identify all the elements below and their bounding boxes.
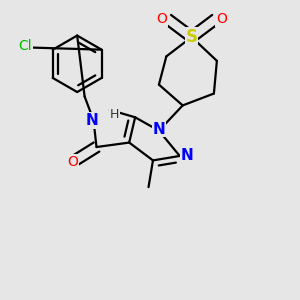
Text: Cl: Cl: [18, 39, 32, 53]
Text: S: S: [186, 28, 198, 46]
Text: N: N: [152, 122, 165, 137]
Text: H: H: [110, 108, 119, 121]
Text: O: O: [216, 12, 227, 26]
Text: N: N: [181, 148, 194, 164]
Text: N: N: [86, 113, 98, 128]
Text: O: O: [67, 155, 78, 169]
Text: O: O: [157, 12, 167, 26]
